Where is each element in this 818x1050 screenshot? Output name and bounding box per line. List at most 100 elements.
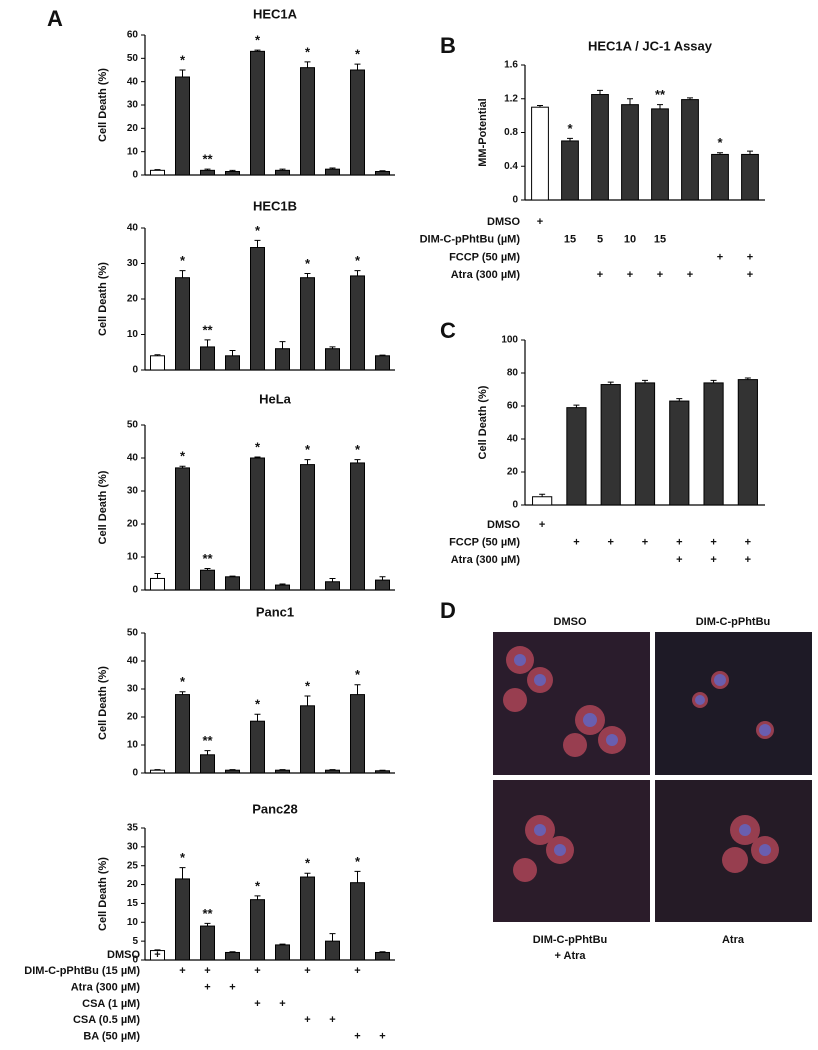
panel-letter: D [440,598,456,623]
y-tick-label: 10 [127,552,139,563]
condition-mark: + [745,554,751,566]
micrograph-label: DIM-C-pPhtBu [696,616,771,628]
error-bar [279,341,286,349]
y-tick-label: 0 [132,768,138,779]
significance-label: * [305,678,311,693]
significance-label: * [180,52,186,67]
bar [225,576,240,591]
error-bar [279,769,286,771]
condition-label: Atra (300 µM) [451,554,521,566]
y-tick-label: 20 [507,467,519,478]
error-bar [254,713,261,722]
chart-title: HEC1A / JC-1 Assay [588,38,713,53]
error-bar [607,381,614,385]
error-bar [329,346,336,349]
bar [375,951,390,961]
panel-letter: B [440,33,456,58]
error-bar [539,493,546,497]
error-bar [304,272,311,278]
error-bar [710,379,717,383]
bar [651,108,669,201]
significance-label: * [255,439,261,454]
error-bar [717,152,723,155]
bar [591,94,609,201]
error-bar [154,354,161,356]
condition-mark: + [597,269,603,281]
error-bar [179,691,186,695]
bar [275,584,290,591]
bar [275,348,290,371]
significance-label: * [255,33,261,48]
condition-mark: + [710,536,716,548]
condition-mark: + [642,536,648,548]
error-bar [154,949,161,951]
significance-label: ** [655,87,666,102]
error-bar [379,170,386,172]
bar [275,944,290,961]
error-bar [154,169,161,171]
error-bar [354,870,361,883]
chart-title: HeLa [259,391,292,406]
error-bar [179,867,186,879]
micrograph-label: + Atra [554,950,586,962]
error-bar [744,377,751,380]
y-tick-label: 100 [501,335,518,346]
y-tick-label: 15 [127,898,139,909]
condition-mark: + [204,965,210,977]
condition-mark: 5 [597,234,603,246]
y-tick-label: 10 [127,740,139,751]
chart-title: Panc28 [252,801,298,816]
bar [566,407,587,506]
y-tick-label: 0 [512,195,518,206]
condition-mark: + [279,998,285,1010]
micrograph-label: DIM-C-pPhtBu [533,934,608,946]
y-tick-label: 1.2 [504,93,518,104]
y-tick-label: 40 [507,434,519,445]
nuclei [514,654,771,856]
bar [275,169,290,176]
y-tick-label: 40 [127,223,139,234]
y-tick-label: 40 [127,453,139,464]
bar [250,899,265,961]
bar [737,379,758,506]
error-bar [304,61,311,68]
error-bar [304,872,311,878]
bar [150,169,165,176]
error-bar [204,750,211,755]
y-axis-label: Cell Death (%) [97,68,109,142]
condition-mark: + [329,1014,335,1026]
bar [350,694,365,774]
y-tick-label: 50 [127,628,139,639]
significance-label: * [180,449,186,464]
error-bar [229,951,236,953]
condition-mark: + [627,269,633,281]
y-tick-label: 0 [132,585,138,596]
y-tick-label: 30 [127,841,139,852]
error-bar [329,577,336,582]
error-bar [254,456,261,458]
y-tick-label: 0.8 [504,127,518,138]
condition-label: FCCP (50 µM) [449,251,520,263]
bar [300,705,315,774]
bar [175,467,190,591]
error-bar [537,105,543,108]
bar [150,355,165,371]
bar [300,277,315,371]
panel-letter: C [440,318,456,343]
condition-mark: + [229,982,235,994]
error-bar [204,568,211,571]
condition-mark: + [573,536,579,548]
condition-mark: 10 [624,234,636,246]
condition-mark: + [607,536,613,548]
condition-label: Atra (300 µM) [451,269,521,281]
error-bar [254,239,261,248]
condition-mark: + [304,965,310,977]
y-tick-label: 60 [507,401,519,412]
cells [503,646,779,882]
y-tick-label: 0 [132,955,138,966]
significance-label: * [305,442,311,457]
condition-mark: 15 [654,234,666,246]
significance-label: * [355,667,361,682]
error-bar [567,137,573,141]
